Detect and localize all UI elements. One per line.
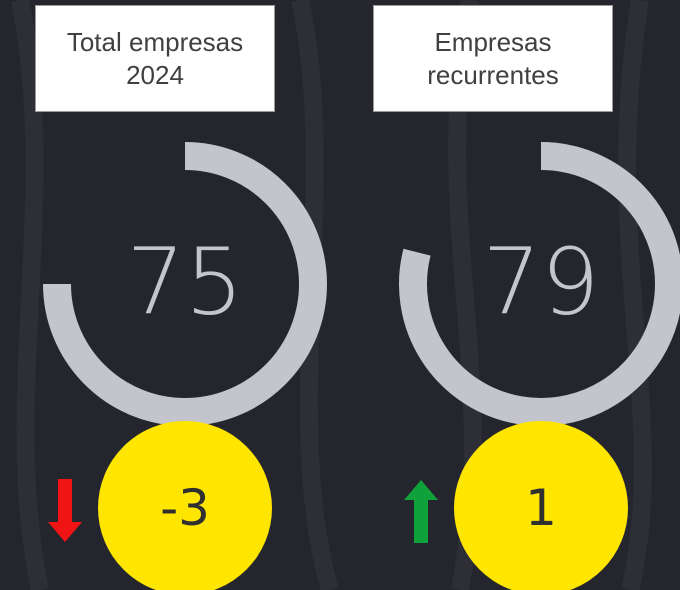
change-arrow xyxy=(404,480,438,543)
gauge-arc xyxy=(43,142,327,426)
unit-label: % xyxy=(549,144,569,169)
gauge-value: 75 xyxy=(126,229,243,336)
change-badge xyxy=(454,421,628,590)
gauge-title: Total empresas 2024 xyxy=(66,26,244,90)
change-badge xyxy=(98,421,272,590)
gauge-arc xyxy=(399,142,680,426)
change-value: 1 xyxy=(525,479,557,537)
gauge-title: Empresas recurrentes xyxy=(427,26,559,90)
unit-label: % xyxy=(193,144,213,169)
change-value: -3 xyxy=(160,479,210,537)
gauge-value: 79 xyxy=(482,229,599,336)
title-box: Total empresas 2024 xyxy=(35,5,275,112)
change-arrow xyxy=(48,479,82,542)
title-box: Empresas recurrentes xyxy=(373,5,613,112)
